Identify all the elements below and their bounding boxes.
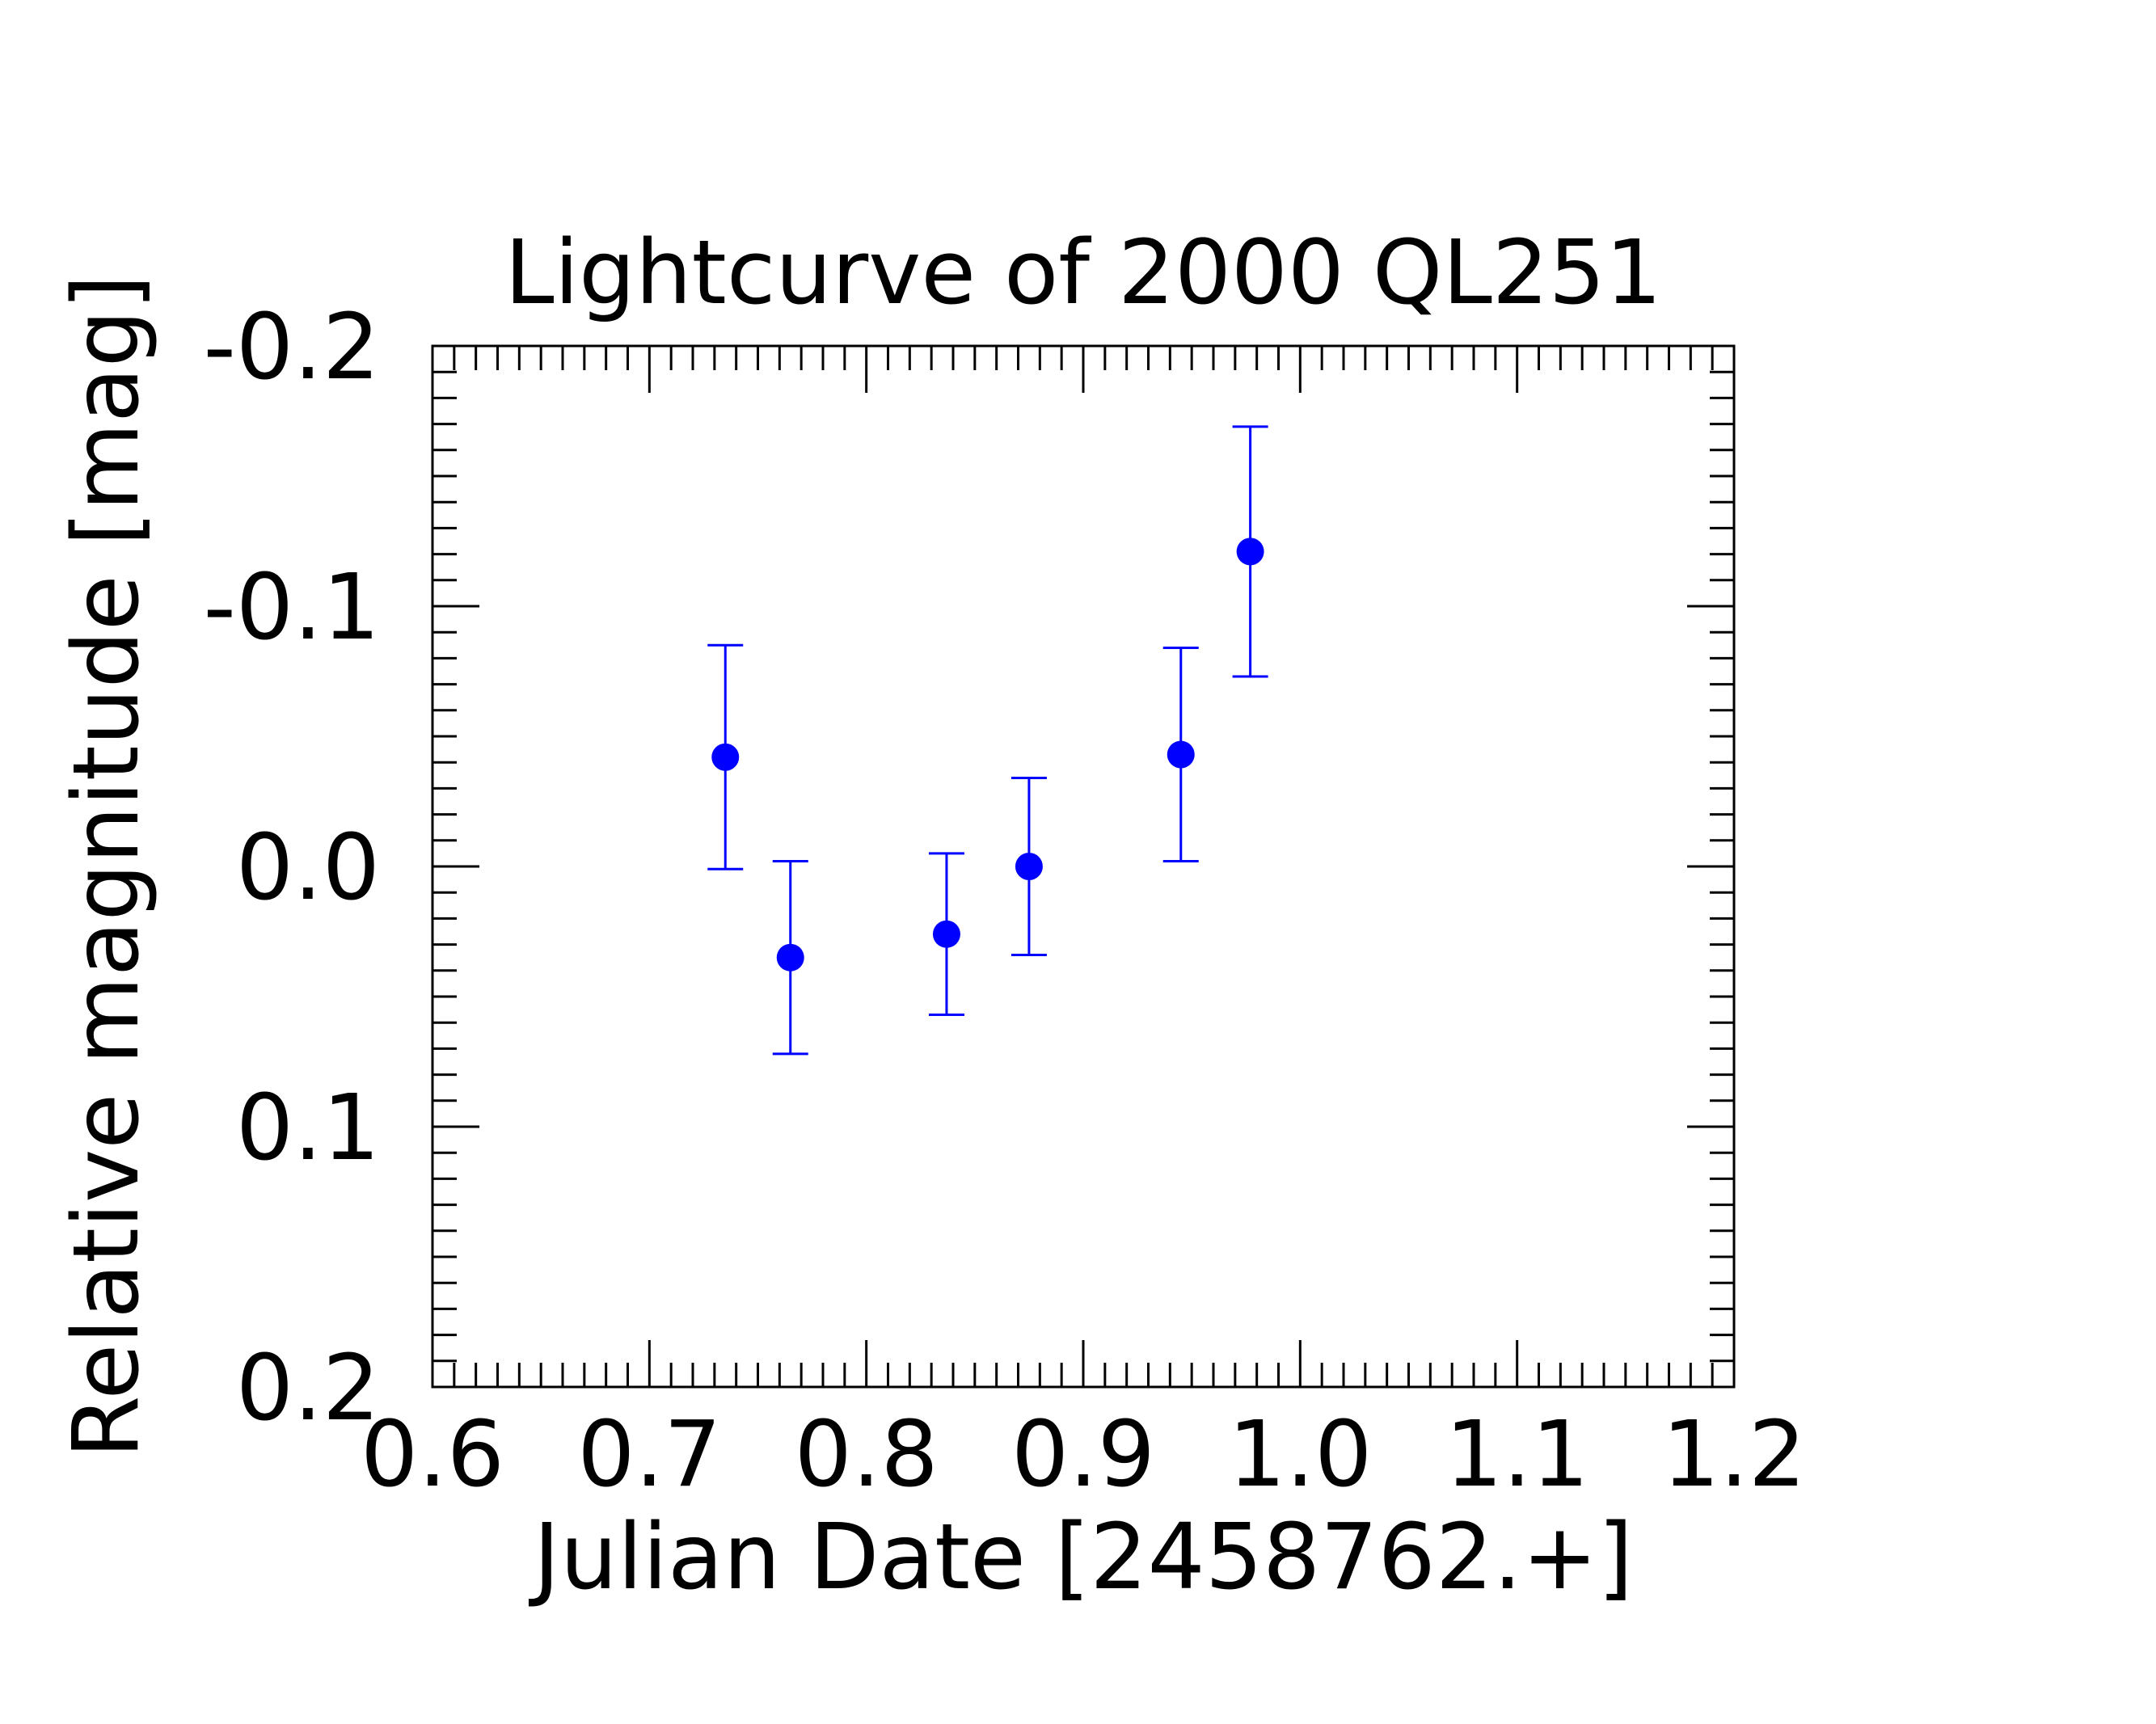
x-tick-label: 1.1 (1445, 1402, 1589, 1507)
x-tick-label: 0.7 (577, 1402, 721, 1507)
data-point (1167, 740, 1195, 769)
data-point (776, 943, 804, 972)
x-tick-label: 0.9 (1011, 1402, 1155, 1507)
y-tick-labels: -0.2 -0.1 0.0 0.1 0.2 (203, 295, 380, 1441)
data-point (711, 743, 740, 771)
x-tick-labels: 0.6 0.7 0.8 0.9 1.0 1.1 1.2 (361, 1402, 1806, 1507)
data-point (932, 920, 960, 948)
data-point (1015, 853, 1043, 880)
plot-frame (431, 344, 1736, 1389)
y-tick-label: 0.1 (236, 1076, 380, 1181)
chart-title: Lightcurve of 2000 QL251 (504, 221, 1661, 324)
data-points (711, 537, 1264, 972)
y-axis-label: Relative magnitude [mag] (54, 275, 159, 1459)
y-tick-label: -0.2 (203, 295, 380, 400)
data-point (1236, 537, 1264, 566)
x-tick-label: 1.2 (1662, 1402, 1806, 1507)
x-tick-label: 0.6 (361, 1402, 504, 1507)
x-axis-label: Julian Date [2458762.+] (529, 1505, 1633, 1610)
y-tick-label: 0.2 (236, 1336, 380, 1441)
axis-ticks (431, 344, 1736, 1389)
x-tick-label: 0.8 (795, 1402, 939, 1507)
y-tick-label: -0.1 (203, 555, 380, 660)
y-tick-label: 0.0 (236, 816, 380, 921)
x-tick-label: 1.0 (1228, 1402, 1372, 1507)
